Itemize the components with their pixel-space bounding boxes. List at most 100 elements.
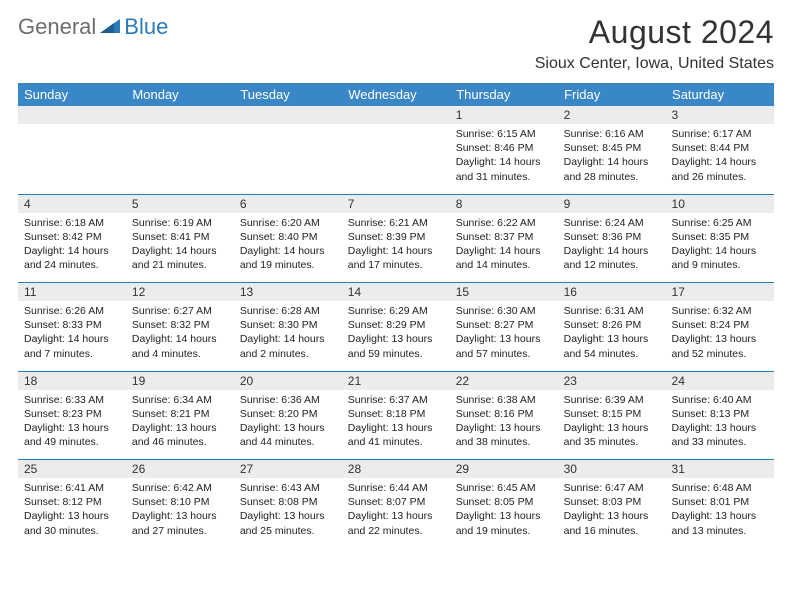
day-number-cell (234, 106, 342, 124)
day-detail-cell (126, 124, 234, 194)
daylight-text-1: Daylight: 13 hours (348, 421, 444, 435)
daylight-text-2: and 21 minutes. (132, 258, 228, 272)
daylight-text-1: Daylight: 14 hours (240, 332, 336, 346)
day-number-cell: 14 (342, 283, 450, 302)
day-detail-cell: Sunrise: 6:42 AMSunset: 8:10 PMDaylight:… (126, 478, 234, 548)
day-number-cell: 22 (450, 371, 558, 390)
sunrise-text: Sunrise: 6:25 AM (672, 216, 768, 230)
sunrise-text: Sunrise: 6:42 AM (132, 481, 228, 495)
daylight-text-1: Daylight: 14 hours (672, 244, 768, 258)
daylight-text-1: Daylight: 13 hours (24, 421, 120, 435)
sunset-text: Sunset: 8:08 PM (240, 495, 336, 509)
daylight-text-1: Daylight: 14 hours (132, 332, 228, 346)
daylight-text-2: and 44 minutes. (240, 435, 336, 449)
sunset-text: Sunset: 8:45 PM (564, 141, 660, 155)
day-detail-cell: Sunrise: 6:30 AMSunset: 8:27 PMDaylight:… (450, 301, 558, 371)
sunrise-text: Sunrise: 6:17 AM (672, 127, 768, 141)
day-number-cell (126, 106, 234, 124)
daylight-text-1: Daylight: 13 hours (132, 509, 228, 523)
brand-triangle-icon (100, 17, 120, 38)
daylight-text-2: and 22 minutes. (348, 524, 444, 538)
daylight-text-1: Daylight: 13 hours (672, 332, 768, 346)
sunset-text: Sunset: 8:20 PM (240, 407, 336, 421)
daylight-text-1: Daylight: 13 hours (672, 509, 768, 523)
day-detail-cell: Sunrise: 6:43 AMSunset: 8:08 PMDaylight:… (234, 478, 342, 548)
day-detail-cell: Sunrise: 6:36 AMSunset: 8:20 PMDaylight:… (234, 390, 342, 460)
day-number-row: 11121314151617 (18, 283, 774, 302)
sunset-text: Sunset: 8:46 PM (456, 141, 552, 155)
daylight-text-1: Daylight: 13 hours (672, 421, 768, 435)
day-detail-cell: Sunrise: 6:41 AMSunset: 8:12 PMDaylight:… (18, 478, 126, 548)
daylight-text-1: Daylight: 14 hours (456, 244, 552, 258)
day-detail-cell: Sunrise: 6:29 AMSunset: 8:29 PMDaylight:… (342, 301, 450, 371)
sunset-text: Sunset: 8:10 PM (132, 495, 228, 509)
sunrise-text: Sunrise: 6:27 AM (132, 304, 228, 318)
daylight-text-2: and 12 minutes. (564, 258, 660, 272)
daylight-text-2: and 59 minutes. (348, 347, 444, 361)
daylight-text-2: and 35 minutes. (564, 435, 660, 449)
sunset-text: Sunset: 8:21 PM (132, 407, 228, 421)
sunrise-text: Sunrise: 6:21 AM (348, 216, 444, 230)
sunset-text: Sunset: 8:12 PM (24, 495, 120, 509)
header: General Blue August 2024 Sioux Center, I… (18, 14, 774, 73)
day-number-cell: 23 (558, 371, 666, 390)
day-number-row: 123 (18, 106, 774, 124)
sunrise-text: Sunrise: 6:22 AM (456, 216, 552, 230)
daylight-text-2: and 24 minutes. (24, 258, 120, 272)
sunset-text: Sunset: 8:03 PM (564, 495, 660, 509)
sunset-text: Sunset: 8:27 PM (456, 318, 552, 332)
day-number-cell: 25 (18, 460, 126, 479)
day-number-cell (18, 106, 126, 124)
sunrise-text: Sunrise: 6:45 AM (456, 481, 552, 495)
day-detail-row: Sunrise: 6:33 AMSunset: 8:23 PMDaylight:… (18, 390, 774, 460)
sunset-text: Sunset: 8:40 PM (240, 230, 336, 244)
sunrise-text: Sunrise: 6:44 AM (348, 481, 444, 495)
weekday-header: Monday (126, 83, 234, 106)
daylight-text-1: Daylight: 14 hours (24, 332, 120, 346)
daylight-text-1: Daylight: 13 hours (240, 509, 336, 523)
daylight-text-2: and 14 minutes. (456, 258, 552, 272)
daylight-text-2: and 28 minutes. (564, 170, 660, 184)
day-detail-cell: Sunrise: 6:27 AMSunset: 8:32 PMDaylight:… (126, 301, 234, 371)
day-detail-cell: Sunrise: 6:34 AMSunset: 8:21 PMDaylight:… (126, 390, 234, 460)
sunset-text: Sunset: 8:44 PM (672, 141, 768, 155)
day-number-cell: 8 (450, 194, 558, 213)
day-detail-cell: Sunrise: 6:37 AMSunset: 8:18 PMDaylight:… (342, 390, 450, 460)
sunrise-text: Sunrise: 6:48 AM (672, 481, 768, 495)
day-detail-cell: Sunrise: 6:38 AMSunset: 8:16 PMDaylight:… (450, 390, 558, 460)
sunrise-text: Sunrise: 6:29 AM (348, 304, 444, 318)
daylight-text-2: and 25 minutes. (240, 524, 336, 538)
sunset-text: Sunset: 8:39 PM (348, 230, 444, 244)
day-number-cell: 3 (666, 106, 774, 124)
daylight-text-1: Daylight: 13 hours (456, 332, 552, 346)
day-detail-cell: Sunrise: 6:20 AMSunset: 8:40 PMDaylight:… (234, 213, 342, 283)
day-detail-cell: Sunrise: 6:21 AMSunset: 8:39 PMDaylight:… (342, 213, 450, 283)
sunset-text: Sunset: 8:29 PM (348, 318, 444, 332)
day-detail-cell: Sunrise: 6:18 AMSunset: 8:42 PMDaylight:… (18, 213, 126, 283)
weekday-header: Friday (558, 83, 666, 106)
daylight-text-2: and 2 minutes. (240, 347, 336, 361)
day-detail-cell: Sunrise: 6:39 AMSunset: 8:15 PMDaylight:… (558, 390, 666, 460)
sunrise-text: Sunrise: 6:24 AM (564, 216, 660, 230)
daylight-text-1: Daylight: 13 hours (456, 421, 552, 435)
day-detail-cell: Sunrise: 6:22 AMSunset: 8:37 PMDaylight:… (450, 213, 558, 283)
title-block: August 2024 Sioux Center, Iowa, United S… (535, 14, 774, 73)
page-title: August 2024 (535, 14, 774, 51)
day-detail-row: Sunrise: 6:26 AMSunset: 8:33 PMDaylight:… (18, 301, 774, 371)
sunrise-text: Sunrise: 6:31 AM (564, 304, 660, 318)
daylight-text-1: Daylight: 13 hours (24, 509, 120, 523)
day-detail-row: Sunrise: 6:41 AMSunset: 8:12 PMDaylight:… (18, 478, 774, 548)
sunset-text: Sunset: 8:01 PM (672, 495, 768, 509)
weekday-header: Sunday (18, 83, 126, 106)
sunset-text: Sunset: 8:30 PM (240, 318, 336, 332)
day-number-cell: 31 (666, 460, 774, 479)
sunrise-text: Sunrise: 6:41 AM (24, 481, 120, 495)
sunset-text: Sunset: 8:16 PM (456, 407, 552, 421)
sunset-text: Sunset: 8:13 PM (672, 407, 768, 421)
daylight-text-1: Daylight: 13 hours (564, 332, 660, 346)
daylight-text-2: and 16 minutes. (564, 524, 660, 538)
sunset-text: Sunset: 8:24 PM (672, 318, 768, 332)
brand-logo: General Blue (18, 14, 168, 40)
sunset-text: Sunset: 8:07 PM (348, 495, 444, 509)
daylight-text-2: and 57 minutes. (456, 347, 552, 361)
